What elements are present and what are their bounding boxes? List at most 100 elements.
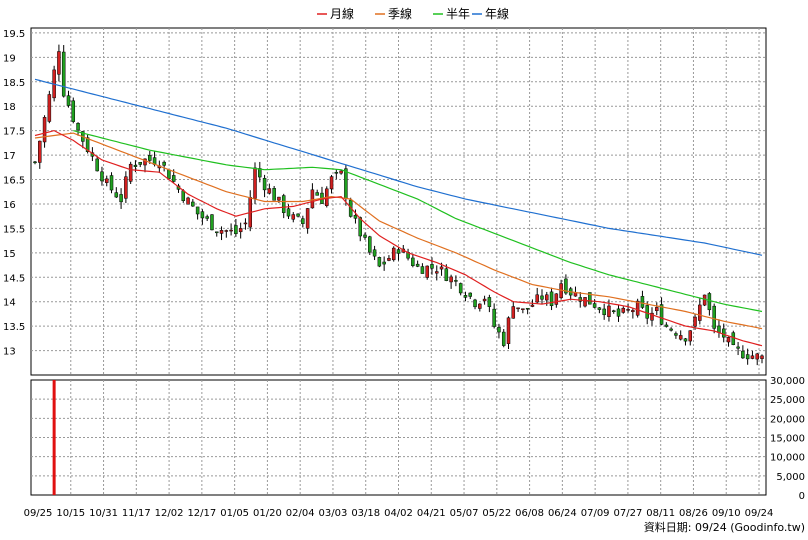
candle-body [736, 346, 740, 349]
candle-body [688, 330, 693, 342]
candle-body [588, 292, 592, 305]
legend-label: 季線 [388, 6, 412, 21]
candle-body [597, 307, 602, 310]
candle-body [291, 214, 296, 220]
price-tick-label: 13.5 [3, 322, 25, 333]
x-tick-label: 06/08 [515, 508, 544, 519]
price-tick-label: 19.5 [3, 29, 25, 40]
x-tick-label: 09/10 [712, 508, 741, 519]
price-tick-label: 14.5 [3, 273, 25, 284]
candle-body [277, 196, 281, 201]
legend-label: 年線 [485, 6, 509, 21]
source-note: 資料日期: 09/24 (Goodinfo.tw) [644, 520, 805, 534]
candle-body [382, 261, 386, 265]
candle-body [573, 292, 578, 297]
x-tick-label: 12/02 [155, 508, 184, 519]
candle-body [506, 317, 511, 344]
candle-body [38, 140, 42, 163]
price-tick-label: 18.5 [3, 78, 25, 89]
x-tick-label: 05/22 [482, 508, 511, 519]
candle-body [583, 297, 587, 307]
candle-body [521, 308, 525, 310]
candle-body [234, 225, 238, 235]
x-tick-label: 12/17 [187, 508, 216, 519]
candle-body [482, 298, 487, 302]
candle-body [171, 175, 176, 182]
candle-body [224, 230, 229, 232]
candle-body [540, 295, 544, 300]
candle-body [305, 208, 310, 229]
candle-body [492, 308, 496, 327]
candle-body [310, 189, 315, 209]
candle-body [344, 168, 348, 199]
x-tick-label: 03/03 [319, 508, 348, 519]
candle-body [61, 51, 66, 97]
candle-body [678, 335, 683, 340]
x-tick-label: 07/09 [581, 508, 610, 519]
candle-body [243, 222, 248, 225]
x-tick-label: 08/26 [679, 508, 708, 519]
candle-body [272, 188, 276, 201]
x-tick-label: 01/05 [220, 508, 249, 519]
x-tick-label: 04/02 [384, 508, 413, 519]
volume-tick-label: 25,000 [770, 395, 805, 406]
candle-body [674, 333, 678, 336]
candle-body [205, 216, 209, 219]
candle-body [549, 291, 554, 306]
candle-body [554, 293, 559, 305]
candle-body [444, 268, 449, 281]
candle-body [195, 206, 200, 215]
candle-body [368, 236, 372, 253]
x-tick-label: 05/07 [450, 508, 479, 519]
candle-body [133, 164, 138, 167]
candle-body [353, 215, 358, 219]
candle-body [463, 295, 468, 298]
candle-body [238, 228, 243, 233]
candle-body [545, 294, 549, 301]
candle-body [683, 338, 688, 342]
volume-axis: 30,000 25,000 20,000 15,000 10,000 5,000 0 [770, 376, 805, 502]
candle-body [71, 100, 76, 122]
legend-label: 半年 [446, 7, 470, 21]
candle-body [76, 123, 80, 131]
candle-body [57, 51, 61, 75]
x-tick-label: 10/15 [56, 508, 85, 519]
candle-body [253, 167, 257, 199]
candle-body [726, 337, 731, 343]
candle-body [425, 265, 429, 278]
candle-body [162, 161, 166, 166]
x-tick-label: 07/27 [613, 508, 642, 519]
candle-body [420, 266, 425, 274]
candle-body [339, 170, 343, 174]
candle-body [659, 304, 664, 325]
candle-body [755, 353, 759, 360]
candle-body [487, 297, 492, 307]
candle-body [611, 310, 616, 312]
candle-body [124, 176, 128, 199]
candle-body [138, 161, 142, 165]
candle-body [454, 280, 458, 282]
candle-body [602, 308, 606, 316]
candle-body [229, 229, 233, 232]
candle-body [47, 94, 52, 122]
candle-body [258, 168, 262, 178]
candle-body [315, 192, 319, 196]
plot-area [30, 27, 767, 496]
candle-body [564, 278, 568, 294]
candle-body [415, 263, 420, 267]
candle-body [449, 276, 453, 283]
x-tick-label: 06/24 [548, 508, 577, 519]
candle-body [372, 249, 377, 257]
candle-body [430, 264, 434, 269]
x-tick-label: 11/17 [122, 508, 151, 519]
candle-body [592, 303, 597, 308]
price-tick-label: 15.5 [3, 224, 25, 235]
candle-body [664, 324, 669, 327]
candle-body [607, 305, 611, 317]
x-tick-label: 09/24 [745, 508, 774, 519]
candle-body [391, 247, 396, 261]
candle-body [191, 201, 195, 207]
candle-body [655, 307, 659, 311]
candle-body [411, 257, 415, 266]
